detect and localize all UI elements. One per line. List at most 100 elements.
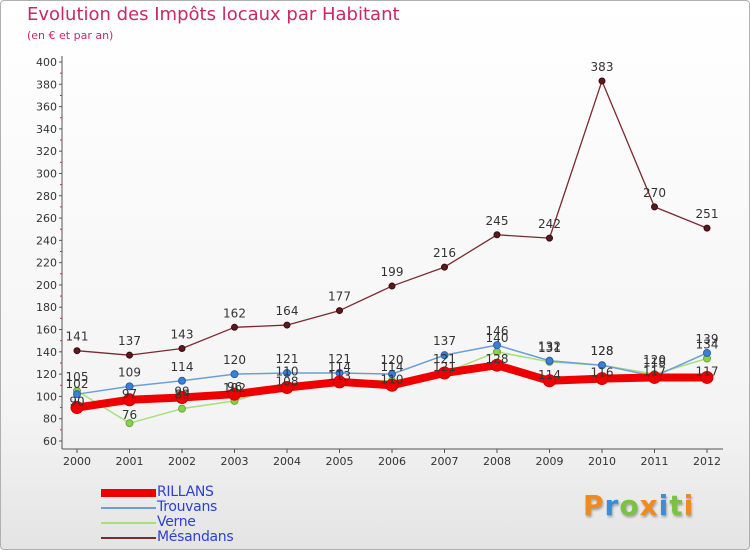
y-tick-label: 220 (36, 257, 57, 270)
x-tick-label: 2007 (431, 455, 459, 468)
data-point-mesandans (703, 224, 711, 232)
data-label: 383 (591, 60, 614, 74)
x-tick-label: 2010 (588, 455, 616, 468)
data-label: 121 (276, 352, 299, 366)
y-tick-label: 300 (36, 167, 57, 180)
chart-title: Evolution des Impôts locaux par Habitant (27, 4, 400, 25)
data-point-mesandans (493, 231, 501, 239)
data-point-trouvans (73, 390, 81, 399)
data-point-verne (125, 419, 134, 428)
data-label: 120 (381, 353, 404, 367)
x-tick-label: 2000 (63, 455, 91, 468)
data-label: 141 (66, 330, 89, 344)
data-point-rillans (70, 401, 84, 415)
y-tick-label: 120 (36, 368, 57, 381)
legend-label: RILLANS (157, 484, 214, 500)
data-label: 114 (538, 368, 561, 382)
data-point-mesandans (546, 234, 553, 242)
y-tick-label: 240 (36, 234, 57, 247)
data-point-rillans (543, 374, 556, 388)
legend-label: Verne (157, 514, 196, 530)
x-tick-label: 2011 (641, 455, 669, 468)
data-label: 117 (643, 364, 666, 378)
data-label: 114 (328, 360, 351, 374)
data-label: 110 (381, 372, 404, 386)
data-point-mesandans (178, 344, 186, 352)
data-label: 117 (696, 364, 719, 378)
data-point-mesandans (283, 321, 291, 329)
y-tick-label: 200 (36, 279, 57, 292)
data-label: 97 (122, 387, 137, 401)
data-point-trouvans (545, 356, 554, 365)
data-label: 120 (223, 353, 246, 367)
data-point-mesandans (598, 77, 606, 85)
data-label: 121 (433, 352, 456, 366)
data-label: 270 (643, 186, 666, 200)
y-tick-label: 320 (36, 145, 57, 158)
data-label: 131 (538, 341, 561, 355)
logo-letter: r (604, 489, 620, 522)
data-label: 90 (69, 395, 84, 409)
data-label: 242 (538, 217, 561, 231)
data-label: 137 (118, 334, 141, 348)
x-tick-label: 2008 (483, 455, 511, 468)
data-point-rillans (648, 370, 661, 384)
x-tick-label: 2009 (536, 455, 564, 468)
data-point-rillans (595, 372, 609, 386)
data-label: 109 (118, 365, 141, 379)
y-tick-label: 60 (43, 435, 57, 448)
data-point-trouvans (125, 382, 134, 391)
data-label: 118 (643, 355, 666, 369)
data-label: 76 (122, 408, 137, 422)
data-label: 216 (433, 246, 456, 260)
data-label: 102 (66, 377, 89, 391)
data-point-trouvans (178, 376, 186, 385)
data-label: 110 (276, 364, 299, 378)
proxiti-logo: Proxiti (583, 489, 694, 522)
data-point-rillans (175, 391, 189, 405)
data-point-trouvans (230, 370, 239, 379)
data-label: 96 (227, 380, 242, 394)
data-label: 128 (591, 344, 614, 358)
data-label: 162 (223, 306, 246, 320)
data-point-rillans (123, 393, 136, 407)
y-tick-label: 360 (36, 101, 57, 114)
data-label: 143 (171, 327, 194, 341)
data-label: 245 (486, 214, 509, 228)
data-point-rillans (385, 378, 399, 392)
data-label: 89 (174, 388, 189, 402)
data-point-trouvans (388, 370, 396, 379)
data-label: 114 (171, 360, 194, 374)
data-label: 128 (486, 352, 509, 366)
data-label: 121 (433, 360, 456, 374)
data-point-mesandans (388, 282, 396, 290)
y-tick-label: 340 (36, 123, 57, 136)
x-tick-label: 2001 (116, 455, 144, 468)
logo-letter: i (658, 489, 670, 522)
data-point-rillans (438, 366, 451, 380)
logo-letter: x (639, 489, 659, 522)
data-label: 146 (486, 324, 509, 338)
data-point-trouvans (703, 348, 711, 357)
data-label: 199 (381, 265, 404, 279)
data-point-trouvans (493, 341, 501, 350)
data-point-mesandans (441, 263, 448, 271)
data-point-verne (178, 404, 186, 413)
series-line-mesandans (76, 80, 708, 356)
chart-subtitle: (en € et par an) (27, 29, 114, 42)
data-point-trouvans (283, 369, 291, 378)
x-tick-label: 2012 (693, 455, 721, 468)
data-point-mesandans (651, 203, 658, 211)
data-point-trouvans (598, 361, 606, 370)
data-label: 139 (696, 332, 719, 346)
legend-swatch-verne (101, 522, 156, 524)
logo-letter: P (583, 489, 605, 522)
data-label: 102 (223, 381, 246, 395)
data-label: 108 (276, 374, 299, 388)
y-tick-label: 380 (36, 78, 57, 91)
data-label: 120 (643, 353, 666, 367)
y-tick-label: 100 (36, 390, 57, 403)
logo-letter: o (619, 489, 640, 522)
